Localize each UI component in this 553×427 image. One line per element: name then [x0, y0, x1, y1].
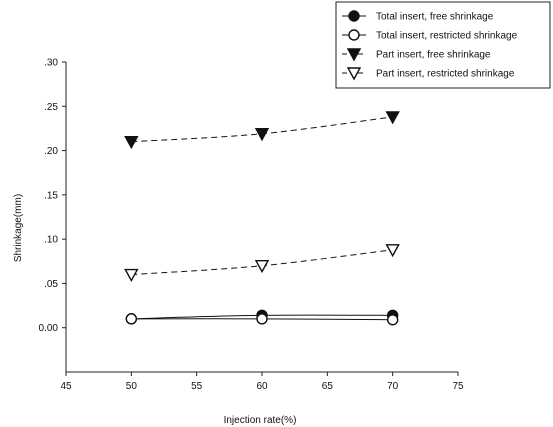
y-tick-label: 0.00: [39, 323, 59, 334]
x-tick-label: 55: [191, 381, 203, 392]
legend: Total insert, free shrinkage Total insert…: [335, 1, 551, 89]
y-tick-label: .20: [44, 146, 58, 157]
y-tick-label: .05: [44, 279, 58, 290]
data-point: [385, 111, 400, 125]
legend-marker: [346, 48, 362, 62]
series-2: [125, 313, 399, 326]
legend-marker: [348, 10, 360, 22]
legend-marker: [348, 29, 360, 41]
y-axis-label: Shrinkage(mm): [13, 194, 24, 262]
data-point: [254, 260, 270, 274]
axes: 0.00 .05 .10 .15 .20 .25 .30 45 50 55 60 65 70 75: [39, 58, 464, 393]
x-tick-label: 65: [322, 381, 334, 392]
legend-entry: Total insert, restricted shrinkage: [376, 31, 518, 42]
x-tick-label: 60: [256, 381, 268, 392]
series-layer: [124, 111, 400, 326]
legend-entry: Part insert, restricted shrinkage: [376, 69, 515, 80]
x-tick-label: 75: [452, 381, 464, 392]
data-point: [124, 136, 139, 150]
data-point: [386, 314, 399, 326]
legend-box: [335, 1, 551, 89]
x-tick-label: 70: [387, 381, 399, 392]
series-4: [124, 244, 400, 283]
x-tick-label: 50: [126, 381, 138, 392]
y-tick-label: .25: [44, 102, 58, 113]
data-point: [256, 313, 268, 325]
series-3: [124, 111, 400, 150]
x-axis-label: Injection rate(%): [224, 415, 297, 426]
y-tick-label: .30: [44, 58, 58, 69]
data-point: [124, 268, 139, 283]
x-tick-label: 45: [60, 381, 72, 392]
legend-entry: Total insert, free shrinkage: [376, 12, 494, 23]
data-point: [125, 313, 138, 325]
legend-entry: Part insert, free shrinkage: [376, 50, 491, 61]
y-tick-label: .15: [44, 190, 58, 201]
y-tick-label: .10: [44, 235, 58, 246]
data-point: [254, 128, 270, 142]
legend-marker: [346, 67, 362, 81]
data-point: [385, 244, 400, 258]
